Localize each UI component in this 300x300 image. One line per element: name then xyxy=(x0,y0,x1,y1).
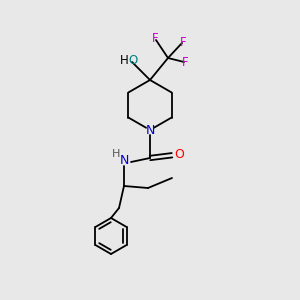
Text: F: F xyxy=(182,56,188,68)
Text: O: O xyxy=(128,55,138,68)
Text: N: N xyxy=(119,154,129,167)
Text: F: F xyxy=(180,35,186,49)
Text: H: H xyxy=(112,149,120,159)
Text: H: H xyxy=(120,55,128,68)
Text: N: N xyxy=(145,124,155,136)
Text: O: O xyxy=(174,148,184,161)
Text: F: F xyxy=(152,32,158,46)
